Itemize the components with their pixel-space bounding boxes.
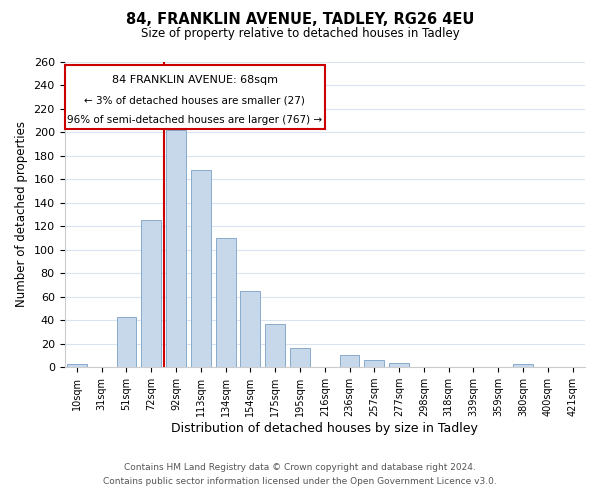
Bar [513, 364, 533, 367]
Bar [142, 220, 161, 367]
Bar [241, 291, 260, 367]
Text: 96% of semi-detached houses are larger (767) →: 96% of semi-detached houses are larger (… [67, 115, 322, 125]
Bar [265, 324, 285, 367]
Bar [389, 362, 409, 367]
Bar [67, 364, 87, 367]
Text: Size of property relative to detached houses in Tadley: Size of property relative to detached ho… [140, 28, 460, 40]
Text: 84, FRANKLIN AVENUE, TADLEY, RG26 4EU: 84, FRANKLIN AVENUE, TADLEY, RG26 4EU [126, 12, 474, 28]
X-axis label: Distribution of detached houses by size in Tadley: Distribution of detached houses by size … [172, 422, 478, 435]
Bar [290, 348, 310, 367]
Bar [340, 356, 359, 367]
Bar [166, 130, 186, 367]
Text: Contains public sector information licensed under the Open Government Licence v3: Contains public sector information licen… [103, 477, 497, 486]
Text: Contains HM Land Registry data © Crown copyright and database right 2024.: Contains HM Land Registry data © Crown c… [124, 464, 476, 472]
Bar [216, 238, 236, 367]
Bar [191, 170, 211, 367]
Text: 84 FRANKLIN AVENUE: 68sqm: 84 FRANKLIN AVENUE: 68sqm [112, 76, 278, 86]
Y-axis label: Number of detached properties: Number of detached properties [15, 122, 28, 308]
Bar [116, 316, 136, 367]
FancyBboxPatch shape [65, 64, 325, 129]
Text: ← 3% of detached houses are smaller (27): ← 3% of detached houses are smaller (27) [84, 95, 305, 105]
Bar [364, 360, 384, 367]
